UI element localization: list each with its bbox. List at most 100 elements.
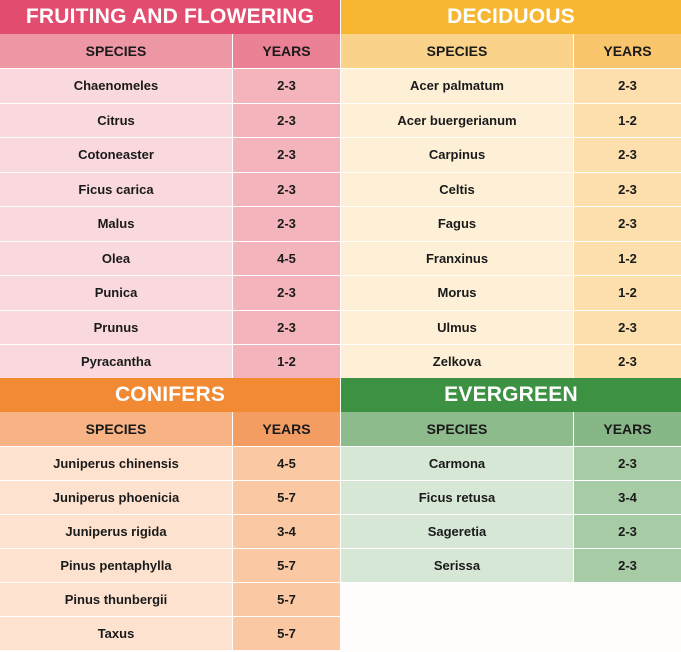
species-cell: Carmona	[341, 447, 574, 480]
fruiting-panel: FRUITING AND FLOWERING SPECIES YEARS Cha…	[0, 0, 340, 380]
years-cell: 3-4	[574, 481, 681, 514]
species-cell: Carpinus	[341, 138, 574, 172]
evergreen-title: EVERGREEN	[341, 378, 681, 412]
years-cell: 1-2	[574, 241, 681, 275]
species-cell: Prunus	[0, 310, 233, 344]
species-cell: Acer palmatum	[341, 69, 574, 103]
table-row: Ulmus 2-3	[341, 310, 681, 345]
deciduous-panel: DECIDUOUS SPECIES YEARS Acer palmatum 2-3…	[341, 0, 681, 380]
deciduous-rows: Acer palmatum 2-3 Acer buergerianum 1-2 Carp…	[341, 69, 681, 380]
years-cell: 2-3	[233, 103, 340, 137]
table-row: Chaenomeles 2-3	[0, 69, 340, 104]
evergreen-rows: Carmona 2-3 Ficus retusa 3-4 Sageretia 2-3 Ser…	[341, 447, 681, 583]
years-cell: 1-2	[574, 276, 681, 310]
conifers-title: CONIFERS	[0, 378, 340, 412]
table-row: Pinus pentaphylla 5-7	[0, 549, 340, 583]
species-cell: Juniperus rigida	[0, 515, 233, 548]
species-cell: Citrus	[0, 103, 233, 137]
years-cell: 2-3	[233, 138, 340, 172]
species-cell: Fagus	[341, 207, 574, 241]
table-row: Morus 1-2	[341, 276, 681, 311]
years-cell: 2-3	[574, 447, 681, 480]
species-cell: Sageretia	[341, 515, 574, 548]
species-cell: Franxinus	[341, 241, 574, 275]
table-row: Taxus 5-7	[0, 617, 340, 651]
species-cell: Malus	[0, 207, 233, 241]
species-cell: Cotoneaster	[0, 138, 233, 172]
table-row: Acer buergerianum 1-2	[341, 103, 681, 138]
years-cell: 1-2	[233, 345, 340, 379]
table-row: Malus 2-3	[0, 207, 340, 242]
table-row: Carmona 2-3	[341, 447, 681, 481]
conifers-rows: Juniperus chinensis 4-5 Juniperus phoenici…	[0, 447, 340, 651]
table-row: Punica 2-3	[0, 276, 340, 311]
table-row: Acer palmatum 2-3	[341, 69, 681, 104]
table-row: Ficus retusa 3-4	[341, 481, 681, 515]
years-cell: 2-3	[574, 549, 681, 582]
years-cell: 1-2	[574, 103, 681, 137]
species-cell: Juniperus phoenicia	[0, 481, 233, 514]
years-header: YEARS	[233, 412, 340, 446]
years-cell: 2-3	[574, 138, 681, 172]
species-header: SPECIES	[341, 34, 574, 68]
species-cell: Acer buergerianum	[341, 103, 574, 137]
fruiting-header-row: SPECIES YEARS	[0, 34, 340, 69]
species-cell: Morus	[341, 276, 574, 310]
species-cell: Zelkova	[341, 345, 574, 379]
years-cell: 2-3	[574, 310, 681, 344]
species-cell: Ficus retusa	[341, 481, 574, 514]
years-header: YEARS	[574, 34, 681, 68]
table-row: Citrus 2-3	[0, 103, 340, 138]
years-cell: 2-3	[574, 345, 681, 379]
species-cell: Ficus carica	[0, 172, 233, 206]
evergreen-header-row: SPECIES YEARS	[341, 412, 681, 447]
table-row: Pyracantha 1-2	[0, 345, 340, 380]
species-header: SPECIES	[0, 34, 233, 68]
table-row: Cotoneaster 2-3	[0, 138, 340, 173]
table-row: Prunus 2-3	[0, 310, 340, 345]
species-cell: Olea	[0, 241, 233, 275]
years-cell: 2-3	[233, 276, 340, 310]
table-row: Juniperus rigida 3-4	[0, 515, 340, 549]
years-cell: 2-3	[574, 515, 681, 548]
conifers-panel: CONIFERS SPECIES YEARS Juniperus chinens…	[0, 378, 340, 651]
table-row: Juniperus chinensis 4-5	[0, 447, 340, 481]
years-cell: 5-7	[233, 583, 340, 616]
years-cell: 2-3	[574, 69, 681, 103]
years-cell: 2-3	[233, 207, 340, 241]
species-cell: Serissa	[341, 549, 574, 582]
years-cell: 5-7	[233, 617, 340, 650]
species-cell: Celtis	[341, 172, 574, 206]
table-row: Juniperus phoenicia 5-7	[0, 481, 340, 515]
years-cell: 2-3	[233, 69, 340, 103]
years-header: YEARS	[233, 34, 340, 68]
years-header: YEARS	[574, 412, 681, 446]
fruiting-rows: Chaenomeles 2-3 Citrus 2-3 Cotoneaster 2-3 Fic…	[0, 69, 340, 380]
species-cell: Taxus	[0, 617, 233, 650]
table-row: Zelkova 2-3	[341, 345, 681, 380]
table-row: Carpinus 2-3	[341, 138, 681, 173]
table-row: Fagus 2-3	[341, 207, 681, 242]
years-cell: 5-7	[233, 549, 340, 582]
species-cell: Ulmus	[341, 310, 574, 344]
fruiting-title: FRUITING AND FLOWERING	[0, 0, 340, 34]
table-row: Sageretia 2-3	[341, 515, 681, 549]
species-cell: Punica	[0, 276, 233, 310]
years-cell: 5-7	[233, 481, 340, 514]
table-row: Olea 4-5	[0, 241, 340, 276]
deciduous-title: DECIDUOUS	[341, 0, 681, 34]
table-row: Ficus carica 2-3	[0, 172, 340, 207]
deciduous-header-row: SPECIES YEARS	[341, 34, 681, 69]
species-cell: Pyracantha	[0, 345, 233, 379]
years-cell: 2-3	[574, 172, 681, 206]
species-cell: Pinus pentaphylla	[0, 549, 233, 582]
species-cell: Juniperus chinensis	[0, 447, 233, 480]
species-cell: Pinus thunbergii	[0, 583, 233, 616]
years-cell: 2-3	[574, 207, 681, 241]
species-cell: Chaenomeles	[0, 69, 233, 103]
years-cell: 4-5	[233, 241, 340, 275]
evergreen-panel: EVERGREEN SPECIES YEARS Carmona 2-3 Ficus …	[341, 378, 681, 583]
years-cell: 4-5	[233, 447, 340, 480]
table-row: Celtis 2-3	[341, 172, 681, 207]
conifers-header-row: SPECIES YEARS	[0, 412, 340, 447]
